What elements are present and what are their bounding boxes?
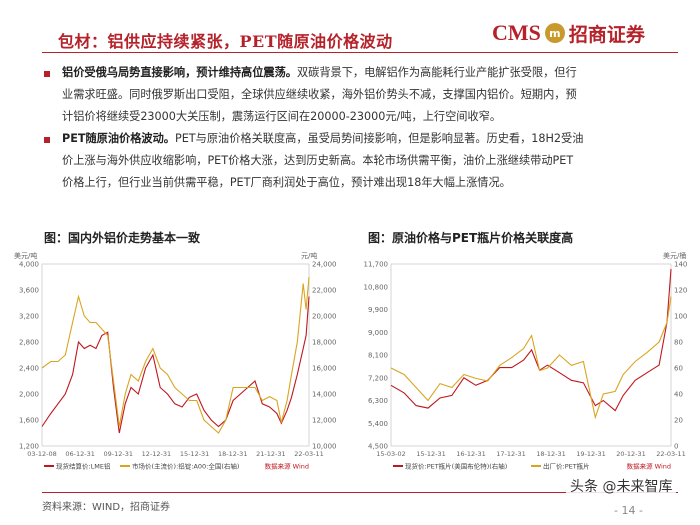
logo-cn-text: 招商证券	[568, 23, 645, 46]
chart-left-ytick-right: 14,000	[312, 391, 337, 399]
chart-left-ytick-right: 10,000	[312, 443, 337, 451]
chart-left-legend-label-1: 现货结算价:LME铝	[56, 462, 111, 471]
chart-left-xtick: 18-12-31	[218, 450, 248, 458]
chart-left-ytick-left: 3,200	[19, 313, 39, 321]
watermark: 头条 @未来智库	[566, 474, 677, 498]
chart-left-ytick-left: 1,600	[19, 417, 39, 425]
chart-left-xtick: 06-12-31	[65, 450, 95, 458]
chart-left-source-note: 数据来源 Wind	[265, 462, 309, 471]
chart-left-title: 图：国内外铝价走势基本一致	[44, 231, 201, 245]
chart-right-plot-frame	[390, 263, 672, 447]
header-rule	[42, 52, 678, 53]
chart-right-xtick: 18-12-31	[536, 450, 566, 458]
chart-right-ytick-right: 120	[674, 287, 687, 295]
paragraph-1-line-1: 双碳背景下，电解铝作为高能耗行业产能扩张受限，但行	[296, 66, 577, 79]
paragraph-aluminum: 铝价受俄乌局势直接影响，预计维持高位震荡。双碳背景下，电解铝作为高能耗行业产能扩…	[62, 62, 678, 128]
paragraph-2-line-2: 价上涨与海外供应收缩影响，PET价格大涨，达到历史新高。本轮市场供需平衡，油价上…	[62, 154, 574, 167]
chart-right-xtick: 15-03-02	[376, 450, 406, 458]
paragraph-pet: PET随原油价格波动。PET与原油价格关联度高，虽受局势间接影响，但是影响显著。…	[62, 128, 678, 194]
page-number: - 14 -	[614, 504, 643, 517]
chart-right-ytick-right: 40	[674, 391, 683, 399]
chart-right-ytick-right: 0	[674, 443, 678, 451]
source-note: 资料来源：WIND，招商证券	[42, 502, 171, 513]
chart-right-legend-label-1: 现货价:PET瓶片(美国布伦特)(右轴)	[405, 462, 507, 471]
paragraph-1-lead: 铝价受俄乌局势直接影响，预计维持高位震荡。	[62, 66, 297, 79]
chart-right: 美元/桶 11,700 10,800 9,900 9,000 8,100 7,200 6,30…	[364, 251, 688, 471]
chart-right-ytick-right: 100	[674, 313, 687, 321]
chart-right-xtick: 16-12-31	[456, 450, 486, 458]
chart-left-series-line-2	[41, 276, 310, 434]
paragraph-1-line-3: 计铝价将继续受23000大关压制，震荡运行区间在20000-23000元/吨，上…	[62, 110, 502, 123]
chart-left-left-unit: 美元/吨	[14, 251, 37, 260]
chart-right-legend-label-2: 出厂价:PET瓶片	[543, 462, 590, 471]
logo-mark-icon: m	[544, 23, 565, 43]
chart-left-xtick: 12-12-31	[142, 450, 172, 458]
paragraph-2-line-3: 价格上行，但行业当前供需平稳，PET厂商利润处于高位，预计难出现18年大幅上涨情…	[62, 176, 511, 189]
chart-left-ytick-right: 24,000	[312, 261, 337, 269]
chart-right-ytick-left: 7,200	[368, 374, 388, 382]
chart-right-ytick-left: 9,000	[368, 329, 388, 337]
bullet-1	[44, 71, 50, 77]
chart-right-ytick-right: 20	[674, 417, 683, 425]
chart-right-ytick-left: 6,300	[368, 397, 388, 405]
chart-left-xtick: 21-12-31	[256, 450, 286, 458]
chart-left-ytick-right: 16,000	[312, 365, 337, 373]
chart-left-ytick-left: 4,000	[19, 261, 39, 269]
chart-right-ytick-left: 9,900	[368, 306, 388, 314]
chart-right-right-unit: 美元/桶	[663, 251, 686, 260]
paragraph-1-line-2: 业需求旺盛。同时俄罗斯出口受阻，全球供应继续收紧，海外铝价势头不减，支撑国内铝价…	[62, 88, 577, 101]
chart-left-ytick-left: 2,000	[19, 391, 39, 399]
chart-left-ytick-right: 12,000	[312, 417, 337, 425]
chart-left-xtick: 03-12-08	[27, 450, 57, 458]
chart-right-xtick: 17-12-31	[496, 450, 526, 458]
chart-right-ytick-left: 10,800	[364, 283, 389, 291]
chart-left-ytick-right: 18,000	[312, 339, 337, 347]
chart-left-plot-frame	[41, 263, 310, 447]
bullet-2	[44, 137, 50, 143]
chart-left-ytick-left: 3,600	[19, 287, 39, 295]
chart-right-ytick-right: 60	[674, 365, 683, 373]
logo-cms-text: CMS	[492, 20, 541, 45]
chart-right-ytick-right: 80	[674, 339, 683, 347]
paragraph-2-lead: PET随原油价格波动。	[62, 132, 175, 145]
chart-right-xtick: 20-12-31	[616, 450, 646, 458]
paragraph-2-line-1: PET与原油价格关联度高，虽受局势间接影响，但是影响显著。历史看，18H2受油	[174, 132, 584, 145]
chart-right-series-line-1	[390, 269, 672, 412]
chart-right-ytick-left: 8,100	[368, 352, 388, 360]
chart-left-legend-label-2: 市场价(主流价):铝锭:A00:全国(右轴)	[132, 462, 239, 471]
chart-left-ytick-left: 1,200	[19, 443, 39, 451]
chart-left-xtick: 09-12-31	[104, 450, 134, 458]
chart-right-xtick: 19-12-31	[576, 450, 606, 458]
chart-right-source-note: 数据来源 Wind	[627, 462, 671, 471]
chart-right-xtick: 22-03-11	[656, 450, 686, 458]
brand-logo: CMS m 招商证券	[492, 18, 645, 48]
chart-left-right-unit: 元/吨	[301, 251, 317, 260]
chart-right-ytick-left: 4,500	[368, 443, 388, 451]
chart-left: 美元/吨 元/吨 4,000 3,600 3,200 2,800 2,400 2,000 1,6…	[14, 251, 337, 471]
chart-right-ytick-left: 11,700	[364, 261, 389, 269]
chart-left-ytick-left: 2,800	[19, 339, 39, 347]
chart-right-ytick-left: 5,400	[368, 420, 388, 428]
chart-left-xtick: 22-03-11	[294, 450, 324, 458]
footer-rule	[42, 492, 678, 493]
chart-left-series-line-1	[41, 296, 310, 434]
chart-left-ytick-right: 22,000	[312, 287, 337, 295]
chart-right-title: 图：原油价格与PET瓶片价格关联度高	[368, 231, 574, 245]
chart-left-xtick: 15-12-31	[180, 450, 210, 458]
chart-left-ytick-left: 2,400	[19, 365, 39, 373]
chart-right-series-line-2	[390, 296, 672, 420]
chart-right-ytick-right: 140	[674, 261, 687, 269]
page-title: 包材：铝供应持续紧张，PET随原油价格波动	[58, 32, 393, 51]
chart-left-ytick-right: 20,000	[312, 313, 337, 321]
chart-right-xtick: 15-12-31	[416, 450, 446, 458]
